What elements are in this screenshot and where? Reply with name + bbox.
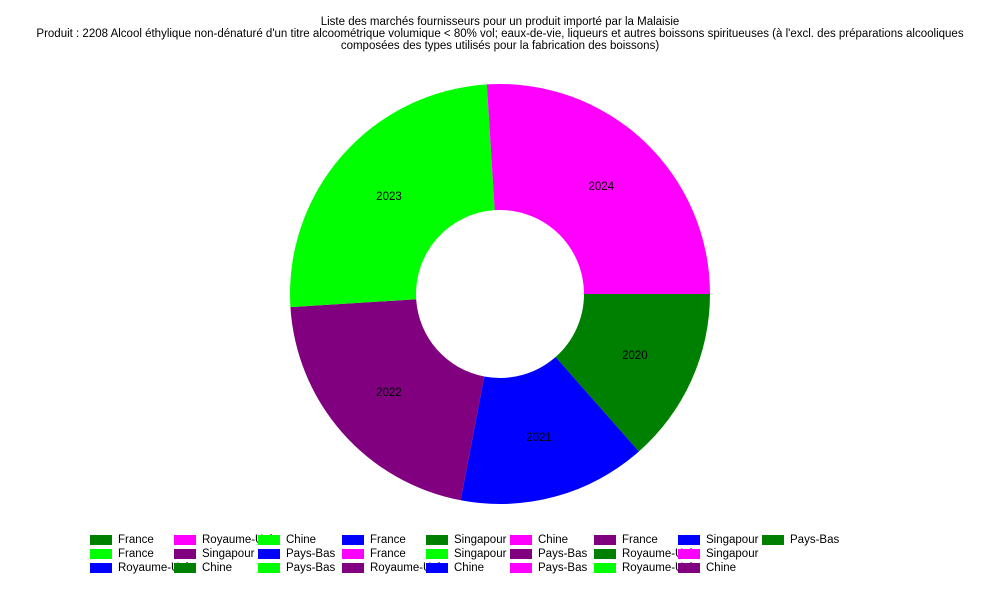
legend-label: France: [370, 534, 406, 546]
legend-item: Chine: [678, 561, 762, 575]
legend-swatch: [426, 549, 448, 559]
legend-item: Pays-Bas: [258, 561, 342, 575]
legend-item: Royaume-Uni: [342, 561, 440, 575]
legend-item: Singapour: [678, 547, 762, 561]
legend-swatch: [342, 535, 364, 545]
legend-item: France: [342, 547, 426, 561]
legend-label: Singapour: [454, 548, 507, 560]
legend-swatch: [90, 549, 112, 559]
chart-title: Liste des marchés fournisseurs pour un p…: [320, 16, 680, 28]
legend-label: France: [370, 548, 406, 560]
legend-item: Chine: [258, 533, 342, 547]
legend-swatch: [342, 563, 364, 573]
legend-swatch: [510, 535, 532, 545]
legend-label: Pays-Bas: [286, 562, 336, 574]
legend-item: Royaume-Uni: [594, 561, 692, 575]
legend-label: Pays-Bas: [538, 548, 588, 560]
legend-item: France: [90, 533, 174, 547]
legend-item: Royaume-Uni: [90, 561, 188, 575]
slice-label-2020: 2020: [622, 350, 648, 362]
legend-item: Singapour: [426, 547, 510, 561]
slice-label-2022: 2022: [376, 387, 402, 399]
slice-2020: [555, 294, 710, 452]
legend-swatch: [594, 535, 616, 545]
legend-swatch: [510, 549, 532, 559]
legend-label: Chine: [286, 534, 317, 546]
legend-item: France: [90, 547, 174, 561]
legend-swatch: [762, 535, 784, 545]
legend-item: Pays-Bas: [762, 533, 846, 547]
legend-item: France: [342, 533, 426, 547]
slice-2023: [290, 84, 495, 308]
legend-item: Singapour: [678, 533, 762, 547]
legend-swatch: [426, 563, 448, 573]
legend-swatch: [174, 549, 196, 559]
legend-swatch: [678, 549, 700, 559]
slice-label-2023: 2023: [376, 191, 402, 203]
legend-label: Chine: [454, 562, 485, 574]
legend-swatch: [510, 563, 532, 573]
legend-item: Singapour: [426, 533, 510, 547]
legend-item: Pays-Bas: [510, 547, 594, 561]
legend-swatch: [90, 535, 112, 545]
legend-label: Royaume-Uni: [622, 562, 693, 574]
legend-label: Pays-Bas: [286, 548, 336, 560]
legend-label: Chine: [538, 534, 569, 546]
legend-swatch: [90, 563, 112, 573]
slice-2024: [486, 84, 710, 295]
legend-label: Royaume-Uni: [118, 562, 189, 574]
legend-item: France: [594, 533, 678, 547]
legend-swatch: [258, 563, 280, 573]
legend-item: Chine: [510, 533, 594, 547]
legend-swatch: [258, 549, 280, 559]
legend-swatch: [174, 535, 196, 545]
legend-swatch: [678, 563, 700, 573]
legend-item: Royaume-Uni: [174, 533, 272, 547]
legend-label: France: [622, 534, 658, 546]
slice-2021: [460, 357, 639, 504]
legend-item: Royaume-Uni: [594, 547, 692, 561]
slice-label-2024: 2024: [589, 181, 615, 193]
legend-item: Chine: [174, 561, 258, 575]
legend-label: Chine: [202, 562, 233, 574]
chart-legend: France France Royaume-Uni Royaume-Uni Singap…: [90, 533, 970, 575]
legend-item: Singapour: [174, 547, 258, 561]
legend-label: Singapour: [706, 548, 759, 560]
legend-label: Chine: [706, 562, 737, 574]
legend-label: France: [118, 548, 154, 560]
legend-label: Royaume-Uni: [622, 548, 693, 560]
legend-label: Singapour: [454, 534, 507, 546]
legend-label: Singapour: [202, 548, 255, 560]
legend-label: Pays-Bas: [538, 562, 588, 574]
legend-swatch: [426, 535, 448, 545]
legend-swatch: [258, 535, 280, 545]
legend-item: Pays-Bas: [258, 547, 342, 561]
legend-swatch: [594, 563, 616, 573]
legend-label: France: [118, 534, 154, 546]
legend-swatch: [174, 563, 196, 573]
slice-2022: [290, 299, 485, 501]
legend-item: Chine: [426, 561, 510, 575]
legend-label: Royaume-Uni: [370, 562, 441, 574]
legend-swatch: [678, 535, 700, 545]
legend-swatch: [594, 549, 616, 559]
legend-label: Royaume-Uni: [202, 534, 273, 546]
legend-label: Singapour: [706, 534, 759, 546]
legend-label: Pays-Bas: [790, 534, 840, 546]
legend-item: Pays-Bas: [510, 561, 594, 575]
chart-title-block: Liste des marchés fournisseurs pour un p…: [0, 16, 1000, 52]
legend-swatch: [342, 549, 364, 559]
slice-label-2021: 2021: [526, 432, 552, 444]
chart-subtitle: Produit : 2208 Alcool éthylique non-déna…: [36, 28, 964, 52]
